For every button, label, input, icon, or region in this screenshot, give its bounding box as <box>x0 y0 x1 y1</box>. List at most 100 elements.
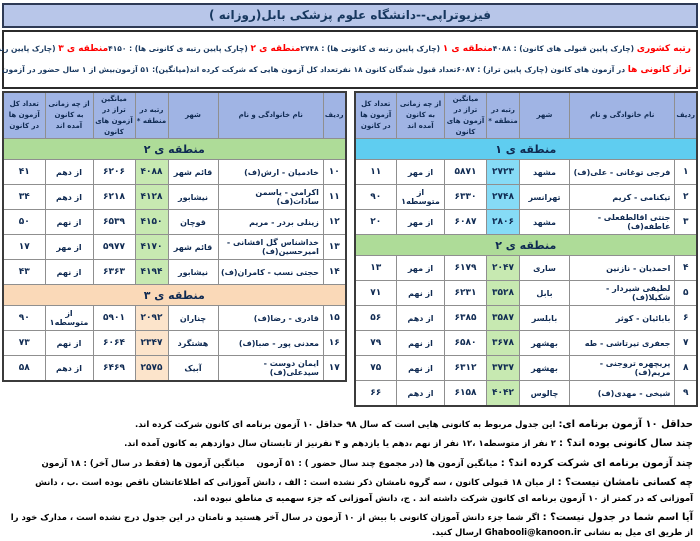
table-row: ۱۶ معدنی پور - صبا(ف) هشتگرد ۲۳۴۷ ۶۰۶۴ از نهم… <box>2 330 347 357</box>
region-rank-cell: ۳۵۲۸ <box>486 280 520 307</box>
summary-row-2: تراز کانونی ها در آزمون های کانون (چارک … <box>0 59 691 80</box>
row-number-cell: ۹ <box>674 380 698 407</box>
student-name-cell: جعفری تیرتاشی - طه <box>568 330 676 357</box>
row-number-cell: ۱۰ <box>322 159 347 186</box>
joined-since-cell: از نهم <box>44 209 94 236</box>
total-exams-cell: ۳۴ <box>2 184 46 211</box>
region-rank-cell: ۴۱۹۴ <box>134 259 169 286</box>
region-rank-cell: ۴۰۸۸ <box>134 159 169 186</box>
page-title: فیزیوتراپی--دانشگاه علوم پزشکی بابل(روزا… <box>2 3 698 28</box>
row-number-cell: ۵ <box>674 280 698 307</box>
total-exams-cell: ۷۹ <box>354 330 397 357</box>
average-score-cell: ۶۳۸۵ <box>444 305 487 332</box>
column-header: تعداد کل آزمون ها در کانون <box>354 91 397 140</box>
footnotes: حداقل ۱۰ آزمون برنامه ای: این جدول مربوط… <box>2 407 698 541</box>
average-score-cell: ۶۱۷۹ <box>444 255 487 282</box>
total-exams-cell: ۷۱ <box>354 280 397 307</box>
footnote-lead: آیا اسم شما در جدول نیست؟ : <box>542 511 693 523</box>
average-score-cell: ۶۰۸۷ <box>444 209 487 236</box>
joined-since-cell: از دهم <box>44 355 94 382</box>
table-row: ۲ تیکنامی - کریم تهرانسر ۲۷۴۸ ۶۳۳۰ از متوسطه۱… <box>354 184 698 211</box>
joined-since-cell: از متوسطه۱ <box>44 305 94 332</box>
region-rank-cell: ۴۱۲۸ <box>134 184 169 211</box>
row-number-cell: ۱۵ <box>322 305 347 332</box>
table-right-body: ردیف نام خانوادگی و نام شهر رتبه در منطقه *… <box>354 91 698 407</box>
row-number-cell: ۱ <box>674 159 698 186</box>
average-score-cell: ۶۳۱۲ <box>444 355 487 382</box>
average-score-cell: ۵۸۷۱ <box>444 159 487 186</box>
total-exams-cell: ۹۰ <box>2 305 46 332</box>
stat-value: بیش از ۱ سال حضور در آزمون های کانون: ۱۴… <box>0 65 116 74</box>
section-header: منطقه ی ۲ <box>2 138 346 161</box>
total-exams-cell: ۷۳ <box>2 330 46 357</box>
city-cell: هشتگرد <box>167 330 219 357</box>
average-score-cell: ۶۲۱۸ <box>92 184 136 211</box>
row-number-cell: ۱۶ <box>322 330 347 357</box>
student-name-cell: قادری - رضا(ف) <box>217 305 324 332</box>
region-rank-cell: ۲۸۰۶ <box>486 209 520 236</box>
table-left: ردیف نام خانوادگی و نام شهر رتبه در منطقه *… <box>2 91 347 382</box>
student-name-cell: حجتی نسب - کامران(ف) <box>217 259 324 286</box>
city-cell: نیشابور <box>167 184 219 211</box>
joined-since-cell: از نهم <box>396 355 445 382</box>
table-row: ۱ فرجی توغانی - علی(ف) مشهد ۲۷۲۳ ۵۸۷۱ از مهر ۱… <box>354 159 698 186</box>
row-number-cell: ۱۲ <box>322 209 347 236</box>
table-row: ۷ جعفری تیرتاشی - طه بهشهر ۳۶۷۸ ۶۵۸۰ از نهم ۷۹ <box>354 330 698 357</box>
column-header: از چه زمانی به کانون آمده اند <box>44 91 94 140</box>
joined-since-cell: از نهم <box>44 330 94 357</box>
stat-national-rank: رتبه کشوری (چارک پایین قبولی های کانون) … <box>493 44 691 54</box>
total-exams-cell: ۲۰ <box>354 209 397 236</box>
stat-accepted-count: تعداد قبول شدگان کانون ۱۸ نفر <box>338 65 456 74</box>
region-rank-cell: ۴۰۴۲ <box>486 380 520 407</box>
stat-value: (چارک پایین رتبه ی کانونی ها) : ۴۱۵۰ <box>108 43 248 53</box>
city-cell: قائم شهر <box>167 234 219 261</box>
table-row: ۱۰ خادمیان - ارش(ف) قائم شهر ۴۰۸۸ ۶۲۰۶ از دهم… <box>2 159 347 186</box>
joined-since-cell: از دهم <box>44 184 94 211</box>
joined-since-cell: از نهم <box>44 259 94 286</box>
region-rank-cell: ۲۳۴۷ <box>134 330 169 357</box>
region-rank-cell: ۲۵۷۵ <box>134 355 169 382</box>
student-name-cell: ایمان دوست - سیدعلی(ف) <box>217 355 324 382</box>
footnote-lead: چند آزمون برنامه ای شرکت کرده اند؟ : <box>500 457 693 469</box>
column-header: رتبه در منطقه * <box>134 91 169 140</box>
average-score-cell: ۶۳۳۰ <box>444 184 487 211</box>
row-number-cell: ۱۴ <box>322 259 347 286</box>
average-score-cell: ۶۴۶۹ <box>92 355 136 382</box>
stat-score: تراز کانونی ها در آزمون های کانون (چارک … <box>456 65 691 75</box>
footnote-lead: حداقل ۱۰ آزمون برنامه ای: <box>558 418 693 430</box>
section-header: منطقه ی ۲ <box>354 234 698 257</box>
column-header: نام خانوادگی و نام <box>568 91 676 140</box>
table-row: ۱۱ اکرامی - یاسمن سادات(ف) نیشابور ۴۱۲۸ ۶۲۱۸… <box>2 184 347 211</box>
region-rank-cell: ۳۵۸۷ <box>486 305 520 332</box>
table-row: ۱۴ حجتی نسب - کامران(ف) نیشابور ۴۱۹۴ ۶۳۶۳ از … <box>2 259 347 286</box>
ranking-tables: ردیف نام خانوادگی و نام شهر رتبه در منطقه *… <box>2 91 698 407</box>
student-name-cell: پریچهره تروجنی - مریم(ف) <box>568 355 676 382</box>
city-cell: تهرانسر <box>519 184 570 211</box>
joined-since-cell: از دهم <box>44 159 94 186</box>
region-rank-cell: ۳۷۳۷ <box>486 355 520 382</box>
footnote-lead: چند سال کانونی بوده اند؟ : <box>558 438 693 450</box>
total-exams-cell: ۷۵ <box>354 355 397 382</box>
total-exams-cell: ۱۱ <box>354 159 397 186</box>
student-name-cell: خادمیان - ارش(ف) <box>217 159 324 186</box>
city-cell: مشهد <box>519 209 570 236</box>
row-number-cell: ۱۱ <box>322 184 347 211</box>
average-score-cell: ۵۹۷۷ <box>92 234 136 261</box>
section-row: منطقه ی ۲ <box>354 234 698 257</box>
student-name-cell: زینلی بردر - مریم <box>217 209 324 236</box>
total-exams-cell: ۴۳ <box>2 259 46 286</box>
summary-row-1: رتبه کشوری (چارک پایین قبولی های کانون) … <box>0 38 691 59</box>
column-header: رتبه در منطقه * <box>486 91 520 140</box>
city-cell: ساری <box>519 255 570 282</box>
region-rank-cell: ۴۱۵۰ <box>134 209 169 236</box>
column-header: شهر <box>519 91 570 140</box>
footnote-min-exams: حداقل ۱۰ آزمون برنامه ای: این جدول مربوط… <box>7 416 693 434</box>
student-name-cell: لطیفی شیردار - شکیلا(ف) <box>568 280 676 307</box>
city-cell: قوچان <box>167 209 219 236</box>
student-name-cell: جنتی اقالطفعلی - عاطفه(ف) <box>568 209 676 236</box>
row-number-cell: ۴ <box>674 255 698 282</box>
total-exams-cell: ۵۶ <box>354 305 397 332</box>
section-row: منطقه ی ۳ <box>2 284 346 307</box>
stat-value: در آزمون های کانون (چارک پایین تراز) : ۶… <box>456 64 626 74</box>
joined-since-cell: از مهر <box>44 234 94 261</box>
